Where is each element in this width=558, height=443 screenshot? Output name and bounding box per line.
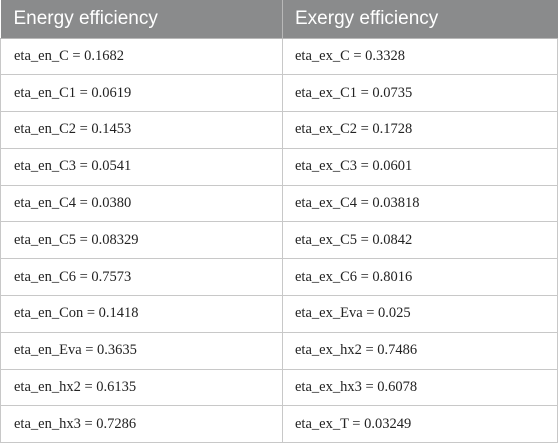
table-row: eta_en_hx3 = 0.7286 eta_ex_T = 0.03249 xyxy=(0,405,558,443)
table-row: eta_en_C4 = 0.0380 eta_ex_C4 = 0.03818 xyxy=(0,184,558,223)
exergy-cell: eta_ex_C3 = 0.0601 xyxy=(282,147,558,186)
energy-cell: eta_en_Con = 0.1418 xyxy=(0,295,283,333)
exergy-cell: eta_ex_C = 0.3328 xyxy=(282,37,558,76)
energy-cell: eta_en_C5 = 0.08329 xyxy=(0,221,283,260)
energy-cell: eta_en_Eva = 0.3635 xyxy=(0,331,283,370)
table-row: eta_en_C6 = 0.7573 eta_ex_C6 = 0.8016 xyxy=(0,258,558,297)
table-row: eta_en_Con = 0.1418 eta_ex_Eva = 0.025 xyxy=(0,295,558,333)
exergy-cell: eta_ex_C1 = 0.0735 xyxy=(282,74,558,113)
energy-cell: eta_en_C1 = 0.0619 xyxy=(0,74,283,113)
exergy-cell: eta_ex_C6 = 0.8016 xyxy=(282,258,558,297)
energy-cell: eta_en_C2 = 0.1453 xyxy=(0,111,283,149)
table-row: eta_en_C = 0.1682 eta_ex_C = 0.3328 xyxy=(0,37,558,76)
energy-cell: eta_en_C6 = 0.7573 xyxy=(0,258,283,297)
energy-cell: eta_en_hx3 = 0.7286 xyxy=(0,405,283,443)
exergy-cell: eta_ex_C2 = 0.1728 xyxy=(282,111,558,149)
header-energy-efficiency: Energy efficiency xyxy=(0,0,283,39)
table-row: eta_en_C1 = 0.0619 eta_ex_C1 = 0.0735 xyxy=(0,74,558,113)
exergy-cell: eta_ex_C4 = 0.03818 xyxy=(282,184,558,223)
exergy-cell: eta_ex_C5 = 0.0842 xyxy=(282,221,558,260)
table-row: eta_en_C2 = 0.1453 eta_ex_C2 = 0.1728 xyxy=(0,111,558,149)
energy-cell: eta_en_C3 = 0.0541 xyxy=(0,147,283,186)
table-row: eta_en_C5 = 0.08329 eta_ex_C5 = 0.0842 xyxy=(0,221,558,260)
energy-cell: eta_en_C = 0.1682 xyxy=(0,37,283,76)
energy-cell: eta_en_hx2 = 0.6135 xyxy=(0,368,283,407)
table-row: eta_en_C3 = 0.0541 eta_ex_C3 = 0.0601 xyxy=(0,147,558,186)
table-header: Energy efficiency Exergy efficiency xyxy=(0,0,558,39)
exergy-cell: eta_ex_Eva = 0.025 xyxy=(282,295,558,333)
exergy-cell: eta_ex_hx3 = 0.6078 xyxy=(282,368,558,407)
table-row: eta_en_hx2 = 0.6135 eta_ex_hx3 = 0.6078 xyxy=(0,368,558,407)
exergy-cell: eta_ex_T = 0.03249 xyxy=(282,405,558,443)
table-row: eta_en_Eva = 0.3635 eta_ex_hx2 = 0.7486 xyxy=(0,331,558,370)
header-exergy-efficiency: Exergy efficiency xyxy=(282,0,558,39)
energy-cell: eta_en_C4 = 0.0380 xyxy=(0,184,283,223)
table-body: eta_en_C = 0.1682 eta_ex_C = 0.3328 eta_… xyxy=(0,37,558,443)
exergy-cell: eta_ex_hx2 = 0.7486 xyxy=(282,331,558,370)
header-row: Energy efficiency Exergy efficiency xyxy=(0,0,558,39)
